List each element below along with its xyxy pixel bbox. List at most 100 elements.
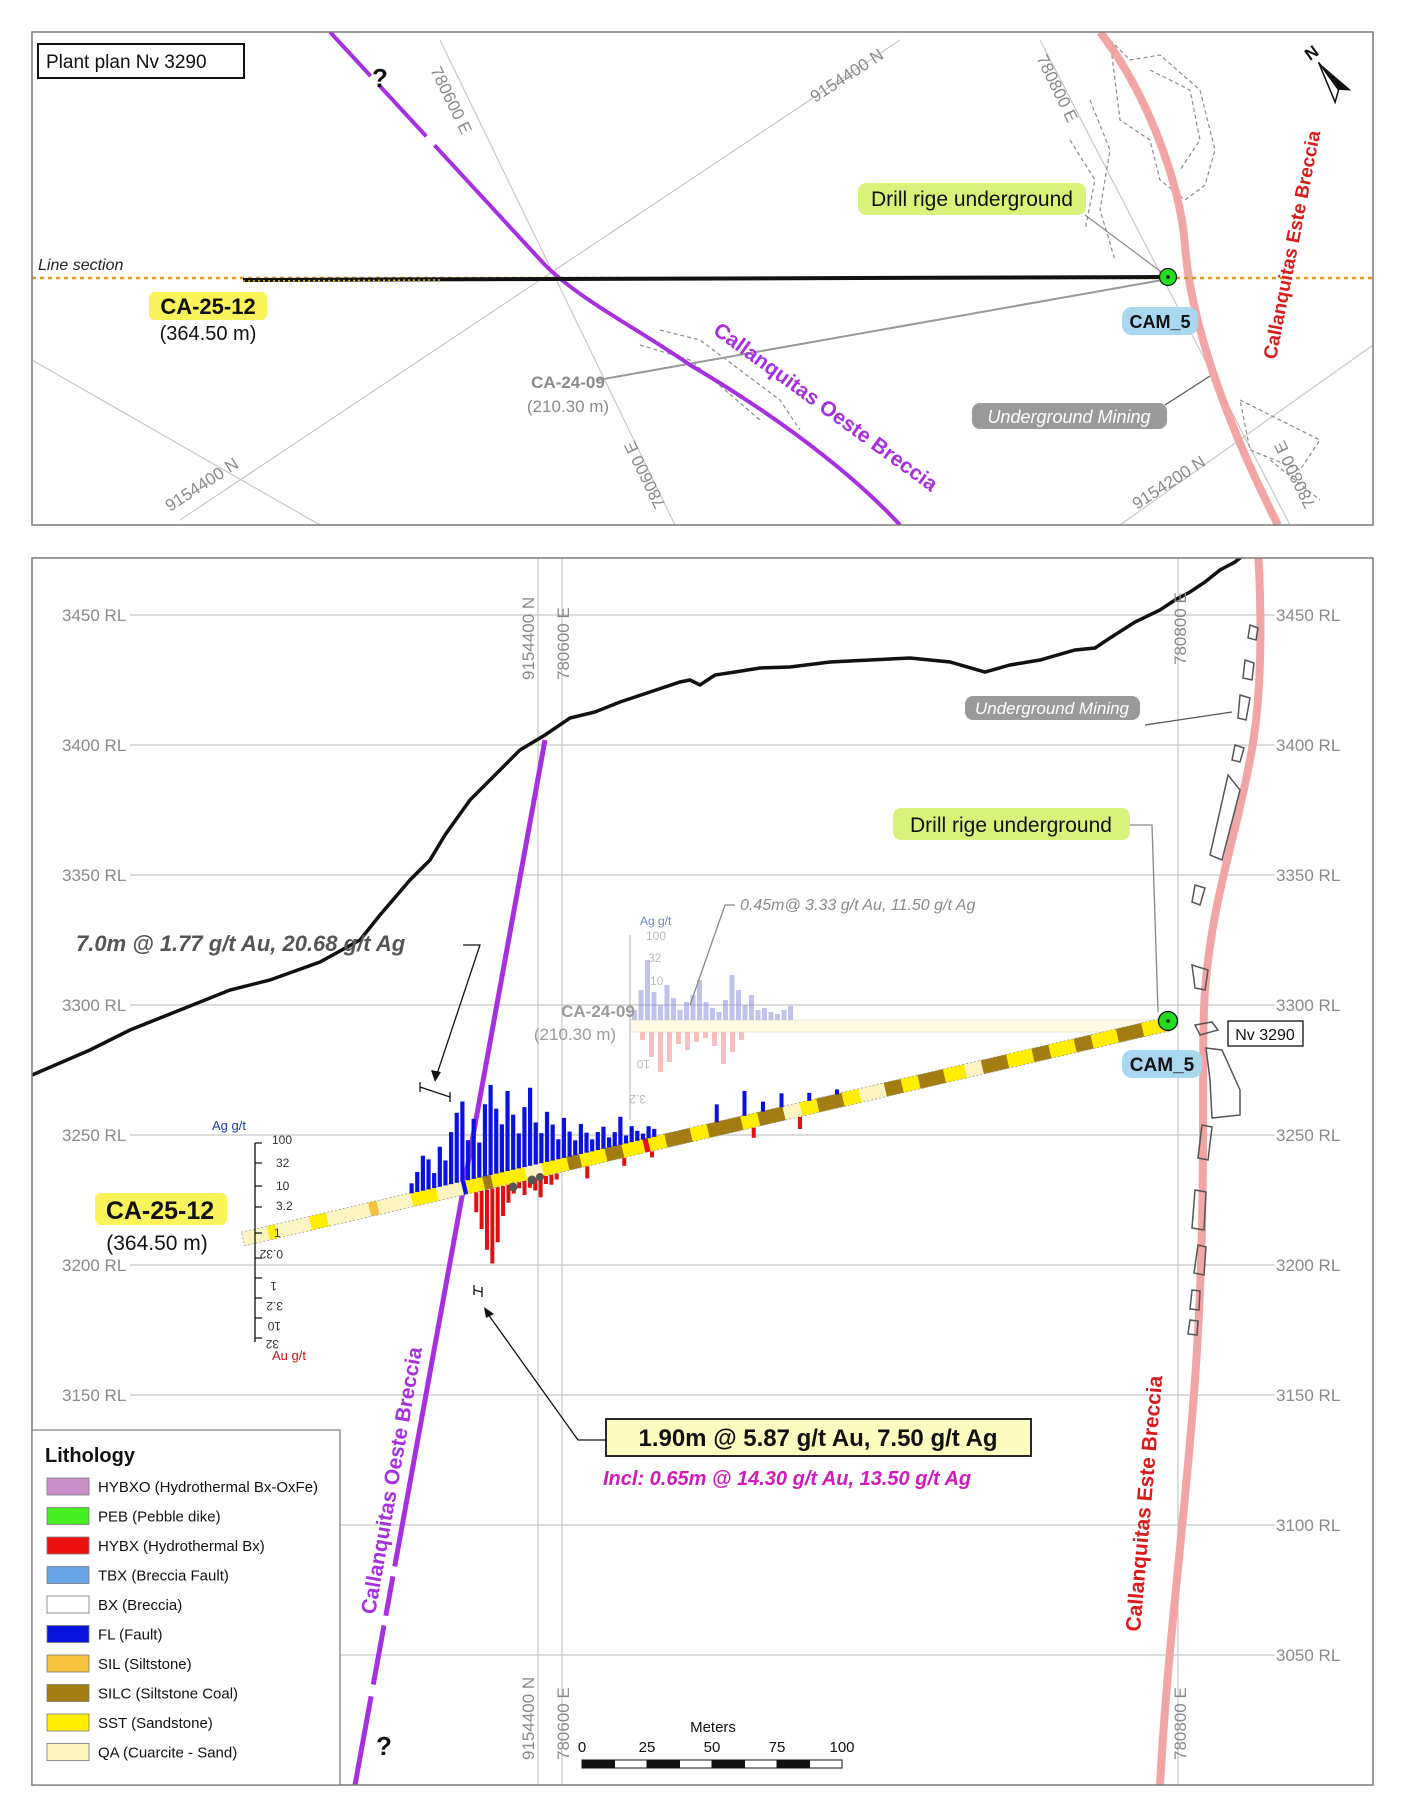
lithology-legend: Lithology HYBXO (Hydrothermal Bx-OxFe) PE… bbox=[31, 1429, 341, 1786]
legend-swatch bbox=[46, 1713, 90, 1732]
ag-bar bbox=[522, 1107, 527, 1168]
au-bar bbox=[490, 1188, 495, 1264]
lithology-segment bbox=[465, 1176, 486, 1194]
hole-ca-24-09-ag-ticks: 100 32 10 bbox=[646, 929, 666, 988]
ag-bar bbox=[556, 1139, 561, 1160]
lithology-segment bbox=[325, 1202, 372, 1227]
small-ag-bar bbox=[742, 1005, 748, 1020]
section-underground-leader bbox=[1144, 711, 1233, 726]
ag-bar bbox=[573, 1140, 578, 1156]
hole-ca-24-09-ag-bars bbox=[632, 960, 793, 1020]
ag-bar bbox=[590, 1139, 595, 1152]
ag-bar bbox=[742, 1090, 747, 1116]
au-tick: 1 bbox=[270, 1279, 277, 1293]
legend-item-label: SIL (Siltstone) bbox=[98, 1656, 192, 1673]
small-ag-bar bbox=[716, 1012, 722, 1020]
rl-label-right: 3100 RL bbox=[1276, 1516, 1340, 1535]
legend-item-label: HYBX (Hydrothermal Bx) bbox=[98, 1538, 265, 1555]
legend-item-label: SST (Sandstone) bbox=[98, 1715, 213, 1732]
section-grid-label-bottom: 780800 E bbox=[1171, 1687, 1190, 1760]
rl-label-left: 3450 RL bbox=[62, 606, 126, 625]
lithology-segment bbox=[275, 1216, 313, 1238]
plan-border bbox=[31, 31, 1374, 526]
svg-text:10: 10 bbox=[636, 1057, 650, 1071]
rl-label-right: 3350 RL bbox=[1276, 866, 1340, 885]
lithology-segment bbox=[1090, 1028, 1120, 1049]
legend-swatch bbox=[46, 1625, 90, 1643]
ag-bar bbox=[635, 1130, 640, 1141]
au-bar bbox=[538, 1177, 543, 1198]
ag-bar bbox=[652, 1128, 657, 1137]
section-este-breccia bbox=[1156, 558, 1265, 1785]
au-bar bbox=[585, 1166, 590, 1179]
ag-bar bbox=[623, 1135, 629, 1144]
rl-label-left: 3250 RL bbox=[62, 1126, 126, 1145]
ag-bar bbox=[618, 1116, 623, 1145]
svg-text:100: 100 bbox=[646, 929, 666, 943]
ag-bar bbox=[494, 1108, 499, 1174]
lithology-segment bbox=[1048, 1038, 1078, 1059]
plan-oeste-breccia bbox=[328, 32, 902, 525]
lithology-segment bbox=[963, 1060, 985, 1078]
legend-item-label: PEB (Pebble dike) bbox=[98, 1509, 221, 1526]
ag-bar bbox=[567, 1131, 572, 1157]
small-ag-bar bbox=[781, 1010, 787, 1020]
au-bar bbox=[543, 1176, 548, 1185]
rl-label-left: 3300 RL bbox=[62, 996, 126, 1015]
section-drillrig-label: Drill rige underground bbox=[910, 814, 1112, 837]
small-ag-bar bbox=[645, 960, 650, 1020]
au-bar bbox=[484, 1189, 489, 1250]
plan-drillrig-leader bbox=[1084, 214, 1169, 278]
section-drillrig-leader bbox=[1130, 824, 1159, 1013]
legend-swatch bbox=[46, 1595, 90, 1614]
ag-bar bbox=[606, 1137, 612, 1148]
ag-bar bbox=[544, 1111, 550, 1162]
section-grid-label-top: 9154400 N bbox=[519, 597, 538, 680]
small-au-bar bbox=[730, 1032, 735, 1052]
plan-grid-line bbox=[1119, 344, 1373, 525]
scale-segment bbox=[679, 1759, 713, 1769]
lithology-segment bbox=[1115, 1022, 1145, 1043]
section-underground-label-bg bbox=[965, 696, 1140, 720]
ag-bar bbox=[516, 1133, 521, 1169]
section-grid-label-top: 780600 E bbox=[554, 607, 573, 680]
plan-drillrig-label-bg bbox=[858, 183, 1086, 215]
ag-bar bbox=[505, 1091, 510, 1172]
au-bar bbox=[495, 1187, 500, 1243]
legend-swatch bbox=[46, 1654, 90, 1673]
ag-bar bbox=[561, 1117, 567, 1158]
lithology-segment bbox=[579, 1147, 608, 1168]
ag-tick: 10 bbox=[276, 1179, 290, 1193]
lithology-segment bbox=[435, 1181, 465, 1201]
ag-bar bbox=[761, 1101, 765, 1112]
ag-bar bbox=[612, 1132, 617, 1147]
rl-label-right: 3400 RL bbox=[1276, 736, 1340, 755]
small-ag-bar bbox=[736, 990, 741, 1020]
ag-bar bbox=[499, 1124, 504, 1173]
lithology-segment bbox=[266, 1224, 279, 1240]
interval-incl: Incl: 0.65m @ 14.30 g/t Au, 13.50 g/t Ag bbox=[603, 1468, 971, 1490]
ag-bar bbox=[415, 1171, 420, 1192]
lithology-segment bbox=[858, 1082, 888, 1103]
plan-grid-label: 9154400 N bbox=[807, 45, 887, 106]
legend-swatch bbox=[46, 1684, 90, 1702]
hole-ca-25-12-ag-bars bbox=[409, 1084, 839, 1194]
ag-tick: 1 bbox=[274, 1226, 281, 1240]
plan-title-box bbox=[37, 43, 245, 79]
section-drillrig-label-bg bbox=[893, 808, 1130, 840]
ag-bar bbox=[482, 1104, 488, 1177]
legend-swatch bbox=[46, 1507, 90, 1525]
small-ag-bar bbox=[729, 975, 735, 1020]
small-au-bar bbox=[721, 1032, 726, 1064]
interval-main-au-leader bbox=[484, 1309, 608, 1441]
plan-line-section-label: Line section bbox=[38, 257, 123, 274]
plan-collar-center bbox=[1166, 275, 1170, 279]
legend-item-label: FL (Fault) bbox=[98, 1627, 162, 1644]
small-ag-bar bbox=[651, 992, 657, 1020]
scale-tick: 100 bbox=[829, 1739, 854, 1756]
section-hole-main-label-bg bbox=[95, 1193, 227, 1225]
small-ag-bar bbox=[638, 990, 644, 1020]
small-ag-bar bbox=[703, 1002, 709, 1020]
legend-swatch bbox=[46, 1536, 90, 1555]
